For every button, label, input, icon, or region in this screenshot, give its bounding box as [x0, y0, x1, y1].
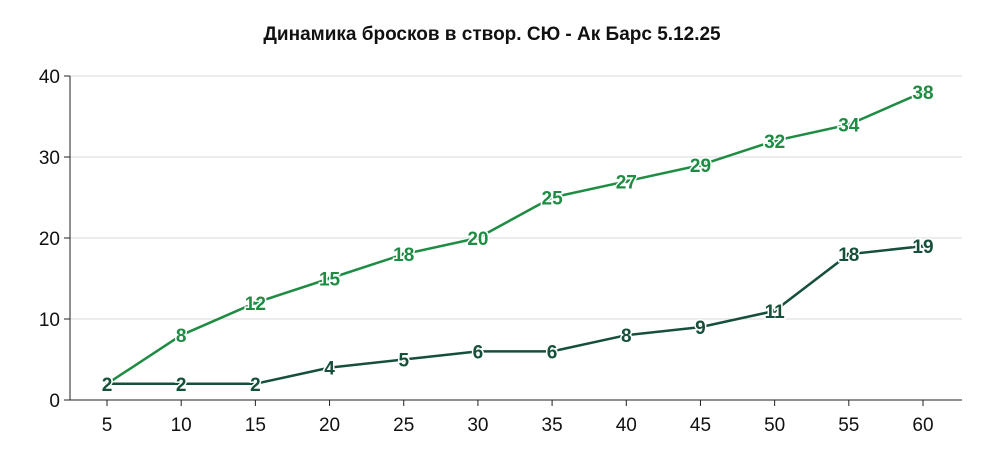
- x-tick-label: 35: [542, 415, 563, 436]
- data-point: [624, 333, 629, 338]
- data-label: 12: [245, 294, 266, 315]
- y-tick-label: 30: [39, 148, 60, 169]
- series-line: [106, 91, 924, 385]
- grid: [70, 75, 962, 320]
- x-tick-label: 50: [764, 415, 785, 436]
- data-label: 2: [102, 375, 113, 396]
- data-label: 25: [542, 189, 564, 210]
- series-2: 2 2 2 4 5 6 6 8 9 11 18 19: [100, 236, 935, 398]
- data-label: 18: [393, 245, 414, 266]
- x-tick-label: 5: [102, 415, 113, 436]
- data-point: [475, 236, 480, 240]
- x-tick-label: 10: [171, 415, 192, 436]
- data-label: 8: [176, 326, 187, 347]
- x-tick-label: 55: [838, 415, 859, 436]
- y-tick-label: 10: [39, 310, 60, 331]
- data-label: 5: [398, 351, 409, 372]
- x-tick-label: 25: [393, 415, 414, 436]
- data-label: 34: [838, 116, 860, 137]
- data-point: [698, 325, 703, 330]
- data-point: [550, 195, 555, 200]
- data-label: 15: [319, 270, 341, 291]
- data-label: 2: [176, 375, 187, 396]
- data-point: [401, 252, 406, 257]
- data-point: [772, 308, 777, 313]
- x-tick-label: 60: [912, 415, 933, 436]
- data-label: 20: [467, 229, 488, 250]
- data-point: [772, 138, 777, 143]
- x-tick-label: 20: [319, 415, 340, 436]
- data-label: 38: [912, 83, 933, 104]
- data-point: [624, 179, 629, 184]
- data-label: 11: [765, 302, 786, 323]
- data-point: [327, 276, 332, 281]
- data-label: 19: [912, 237, 933, 258]
- data-label: 27: [616, 172, 637, 193]
- series-1: 2812151820252729323438: [100, 82, 935, 398]
- data-point: [179, 333, 184, 338]
- data-point: [921, 244, 925, 249]
- data-label: 4: [324, 359, 335, 380]
- data-point: [253, 381, 258, 386]
- data-label: 6: [547, 342, 558, 363]
- data-label: 8: [621, 326, 632, 347]
- y-tick-label: 20: [39, 229, 60, 250]
- data-point: [846, 252, 851, 257]
- data-point: [921, 90, 925, 95]
- y-axis-ticks: 0 10 20 30 40: [39, 67, 70, 412]
- y-tick-label: 40: [39, 67, 60, 88]
- series-group: 2812151820252729323438222456689111819: [100, 82, 935, 398]
- data-point: [253, 300, 258, 305]
- data-label: 9: [695, 318, 706, 339]
- data-label: 32: [764, 132, 785, 153]
- x-axis-ticks: 5 10 15 20 25 30 35 40 45 50 55 60: [102, 400, 934, 436]
- data-point: [179, 381, 184, 386]
- chart-title: Динамика бросков в створ. СЮ - Ак Барс 5…: [263, 24, 721, 45]
- data-point: [475, 349, 480, 354]
- data-label: 18: [838, 245, 859, 266]
- series-line: [107, 244, 924, 386]
- data-label: 6: [473, 342, 484, 363]
- data-point: [401, 357, 406, 362]
- x-tick-label: 30: [467, 415, 488, 436]
- data-point: [327, 365, 332, 370]
- x-tick-label: 40: [616, 415, 637, 436]
- data-label: 29: [690, 156, 711, 177]
- data-point: [105, 381, 109, 386]
- data-label: 2: [250, 375, 261, 396]
- data-point: [550, 349, 555, 354]
- y-tick-label: 0: [49, 391, 60, 412]
- x-tick-label: 45: [690, 415, 711, 436]
- x-tick-label: 15: [245, 415, 266, 436]
- data-point: [846, 122, 851, 127]
- data-point: [698, 163, 703, 168]
